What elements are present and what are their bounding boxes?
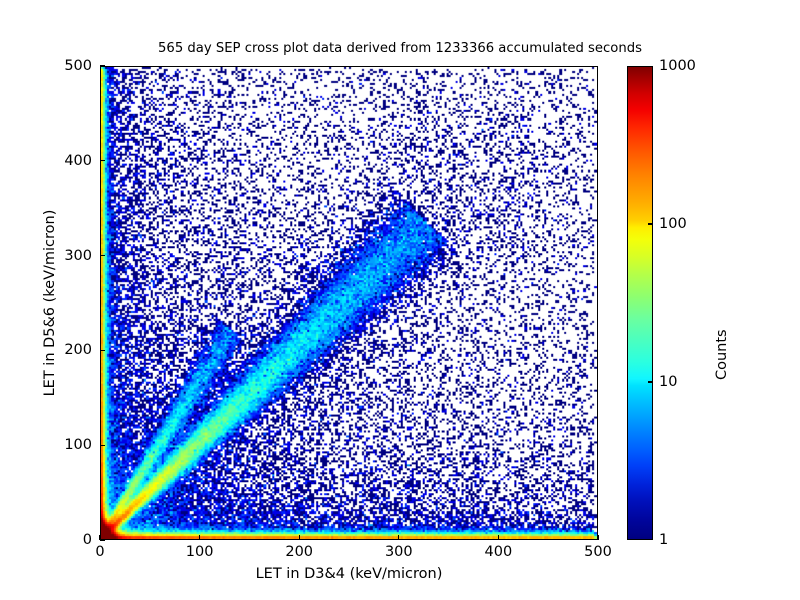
x-tick-mark (497, 535, 500, 540)
x-tick-mark (198, 535, 201, 540)
colorbar-label: Counts (714, 329, 730, 380)
plot-area (100, 66, 598, 540)
colorbar-tick-label: 1 (659, 532, 669, 548)
colorbar-tick-label: 1000 (659, 58, 696, 74)
scatter-heatmap (101, 67, 597, 539)
y-tick-mark (100, 349, 105, 352)
x-tick-label: 100 (185, 544, 214, 560)
colorbar-tick-mark (648, 381, 653, 383)
y-tick-mark (100, 160, 105, 162)
y-tick-label: 300 (64, 247, 92, 264)
title-line-1: 565 day SEP cross plot data derived from… (158, 41, 642, 56)
y-tick-label: 0 (82, 532, 92, 548)
y-tick-mark (100, 254, 105, 257)
y-tick-label: 400 (64, 152, 92, 169)
x-tick-mark (597, 535, 599, 540)
colorbar-tick-mark (648, 223, 653, 225)
x-tick-label: 400 (484, 544, 513, 560)
y-tick-mark (100, 444, 105, 446)
y-tick-mark (100, 539, 105, 541)
x-tick-mark (99, 535, 101, 540)
y-tick-mark (100, 65, 105, 67)
x-tick-label: 200 (285, 544, 314, 560)
colorbar-tick-label: 100 (659, 216, 687, 232)
y-axis-label: LET in D5&6 (keV/micron) (42, 209, 58, 397)
x-tick-label: 500 (584, 544, 612, 560)
x-axis-label: LET in D3&4 (keV/micron) (255, 566, 443, 582)
x-tick-mark (298, 535, 300, 540)
y-tick-label: 500 (64, 58, 92, 74)
colorbar-tick-label: 10 (659, 374, 678, 390)
y-tick-label: 100 (64, 437, 92, 454)
x-tick-mark (398, 535, 400, 540)
colorbar (627, 66, 653, 540)
x-tick-label: 300 (384, 544, 413, 560)
colorbar-gradient (628, 67, 652, 539)
y-tick-label: 200 (64, 342, 92, 359)
x-tick-label: 0 (95, 544, 105, 560)
